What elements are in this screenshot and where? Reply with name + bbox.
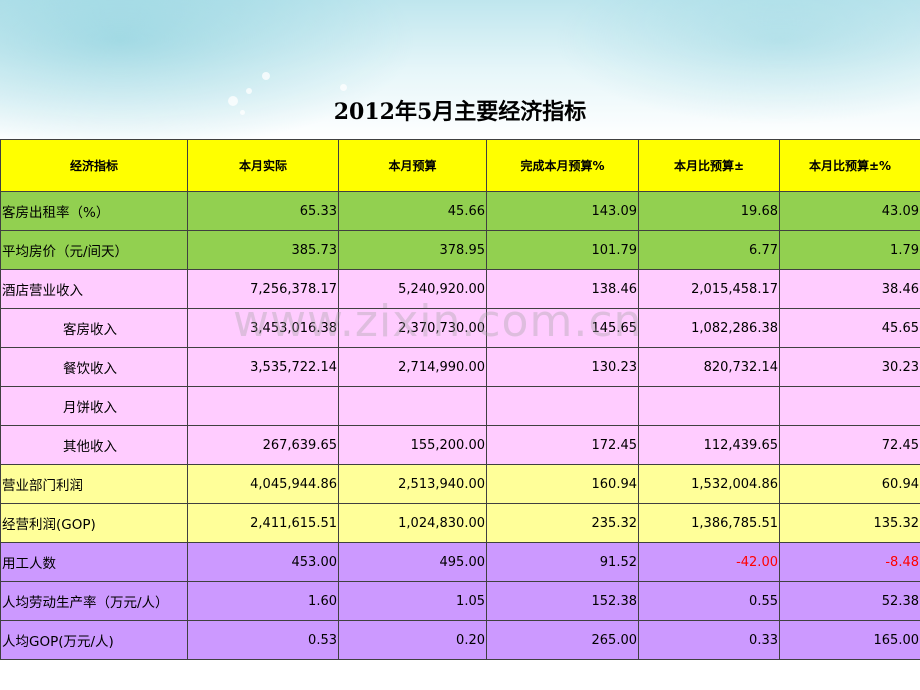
row-label: 客房出租率（%） — [0, 191, 188, 231]
row-label: 酒店营业收入 — [0, 269, 188, 309]
table-cell: 38.46 — [779, 269, 920, 309]
table-cell: -8.48 — [779, 542, 920, 582]
page-title: 2012年5月主要经济指标 — [333, 99, 587, 125]
table-cell: 43.09 — [779, 191, 920, 231]
table-row: 平均房价（元/间天） 385.73 378.95 101.79 6.77 1.79 — [0, 230, 920, 270]
table-cell: 152.38 — [486, 581, 639, 621]
table-row: 客房出租率（%） 65.33 45.66 143.09 19.68 43.09 — [0, 191, 920, 231]
table-cell: 1.05 — [338, 581, 487, 621]
table-cell: 143.09 — [486, 191, 639, 231]
table-cell: 138.46 — [486, 269, 639, 309]
table-cell: 0.55 — [638, 581, 780, 621]
economic-indicators-table: 经济指标 本月实际 本月预算 完成本月预算% 本月比预算± 本月比预算±% 客房… — [0, 139, 920, 660]
table-cell: 4,045,944.86 — [187, 464, 339, 504]
table-cell: 1,532,004.86 — [638, 464, 780, 504]
table-row: 餐饮收入 3,535,722.14 2,714,990.00 130.23 820,73… — [0, 347, 920, 387]
table-row: 用工人数 453.00 495.00 91.52 -42.00 -8.48 — [0, 542, 920, 582]
table-cell: 72.45 — [779, 425, 920, 465]
table-cell — [638, 386, 780, 426]
watermark: www.zixin.com.cn — [233, 296, 643, 347]
table-cell: 265.00 — [486, 620, 639, 660]
table-cell — [338, 386, 487, 426]
table-cell: 0.33 — [638, 620, 780, 660]
row-label: 月饼收入 — [0, 386, 188, 426]
table-cell: 101.79 — [486, 230, 639, 270]
table-cell: 45.66 — [338, 191, 487, 231]
row-label: 餐饮收入 — [0, 347, 188, 387]
column-header: 经济指标 — [0, 139, 188, 192]
row-label: 营业部门利润 — [0, 464, 188, 504]
table-cell: 130.23 — [486, 347, 639, 387]
table-cell: 267,639.65 — [187, 425, 339, 465]
table-cell: 52.38 — [779, 581, 920, 621]
row-label: 人均劳动生产率（万元/人） — [0, 581, 188, 621]
table-cell: 1.79 — [779, 230, 920, 270]
table-cell: 135.32 — [779, 503, 920, 543]
table-cell: 0.53 — [187, 620, 339, 660]
row-label: 用工人数 — [0, 542, 188, 582]
column-header: 本月预算 — [338, 139, 487, 192]
table-cell: 3,535,722.14 — [187, 347, 339, 387]
column-header: 本月实际 — [187, 139, 339, 192]
table-cell: 45.65 — [779, 308, 920, 348]
table-cell: 2,714,990.00 — [338, 347, 487, 387]
table-cell: 1.60 — [187, 581, 339, 621]
table-cell — [187, 386, 339, 426]
row-label: 客房收入 — [0, 308, 188, 348]
table-row: 人均劳动生产率（万元/人） 1.60 1.05 152.38 0.55 52.38 — [0, 581, 920, 621]
table-cell: 1,024,830.00 — [338, 503, 487, 543]
column-header: 本月比预算± — [638, 139, 780, 192]
column-header: 本月比预算±% — [779, 139, 920, 192]
table-cell: 820,732.14 — [638, 347, 780, 387]
table-cell: 378.95 — [338, 230, 487, 270]
table-cell: 160.94 — [486, 464, 639, 504]
column-header: 完成本月预算% — [486, 139, 639, 192]
table-cell: 495.00 — [338, 542, 487, 582]
table-cell: 385.73 — [187, 230, 339, 270]
table-cell: 1,082,286.38 — [638, 308, 780, 348]
decor-bubble — [340, 84, 347, 91]
table-cell: 235.32 — [486, 503, 639, 543]
table-header-row: 经济指标 本月实际 本月预算 完成本月预算% 本月比预算± 本月比预算±% — [0, 139, 920, 192]
row-label: 人均GOP(万元/人) — [0, 620, 188, 660]
decor-bubble — [246, 88, 252, 94]
table-cell: 19.68 — [638, 191, 780, 231]
table-cell: 112,439.65 — [638, 425, 780, 465]
decor-bubble — [240, 110, 245, 115]
table-cell: 91.52 — [486, 542, 639, 582]
table-row: 其他收入 267,639.65 155,200.00 172.45 112,439.65… — [0, 425, 920, 465]
row-label: 平均房价（元/间天） — [0, 230, 188, 270]
table-cell: 2,411,615.51 — [187, 503, 339, 543]
table-row: 人均GOP(万元/人) 0.53 0.20 265.00 0.33 165.00 — [0, 620, 920, 660]
table-row: 营业部门利润 4,045,944.86 2,513,940.00 160.94 1,53… — [0, 464, 920, 504]
table-cell — [779, 386, 920, 426]
table-cell: 30.23 — [779, 347, 920, 387]
table-cell: 2,513,940.00 — [338, 464, 487, 504]
row-label: 其他收入 — [0, 425, 188, 465]
table-row: 经营利润(GOP) 2,411,615.51 1,024,830.00 235.32 1… — [0, 503, 920, 543]
table-row: 月饼收入 — [0, 386, 920, 426]
table-cell: 1,386,785.51 — [638, 503, 780, 543]
table-cell: 172.45 — [486, 425, 639, 465]
table-cell: 6.77 — [638, 230, 780, 270]
table-cell: 453.00 — [187, 542, 339, 582]
table-cell — [486, 386, 639, 426]
decor-bubble — [262, 72, 270, 80]
table-cell: 155,200.00 — [338, 425, 487, 465]
table-cell: 60.94 — [779, 464, 920, 504]
table-cell: 145.65 — [486, 308, 639, 348]
table-cell: -42.00 — [638, 542, 780, 582]
table-cell: 65.33 — [187, 191, 339, 231]
table-cell: 2,015,458.17 — [638, 269, 780, 309]
table-cell: 165.00 — [779, 620, 920, 660]
table-cell: 0.20 — [338, 620, 487, 660]
table-cell: 3,453,016.38 — [187, 308, 339, 348]
decor-bubble — [228, 96, 238, 106]
row-label: 经营利润(GOP) — [0, 503, 188, 543]
